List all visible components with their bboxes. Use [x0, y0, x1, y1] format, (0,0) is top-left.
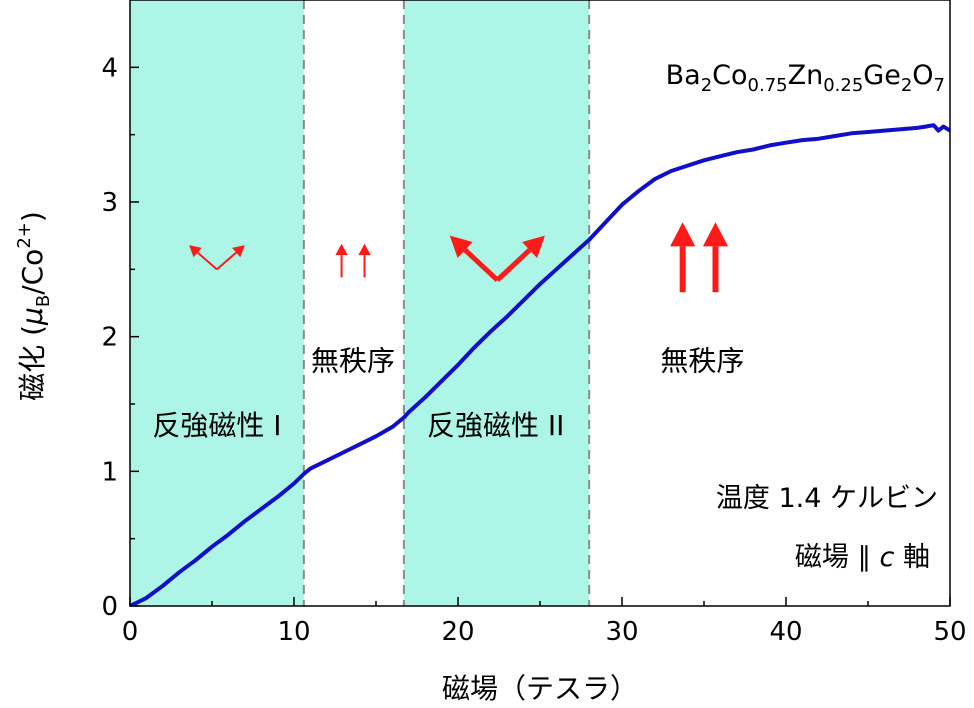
x-tick-label: 50	[933, 617, 966, 647]
y-axis: 0 1 2 3 4	[101, 53, 139, 622]
region-shade-2	[403, 0, 590, 606]
spin-arrow-shaft	[216, 251, 237, 271]
x-tick-label: 10	[277, 617, 310, 647]
x-axis-label: 磁場（テスラ）	[442, 672, 638, 705]
y-tick-label: 0	[101, 592, 118, 622]
spin-arrow-0	[189, 245, 218, 271]
temperature-label: 温度 1.4 ケルビン	[716, 483, 938, 514]
y-tick-label: 3	[101, 188, 118, 218]
region-shade-0	[130, 0, 304, 606]
compound-formula: Ba2Co0.75Zn0.25Ge2O7	[666, 60, 945, 96]
spin-arrow-4	[449, 235, 500, 282]
x-tick-label: 20	[441, 617, 474, 647]
spin-arrow-6	[670, 222, 696, 293]
y-axis-label: 磁化 (μB/Co2+)	[14, 211, 54, 401]
spin-arrow-head	[232, 245, 245, 258]
spin-arrow-5	[495, 235, 545, 282]
region-label-3: 無秩序	[660, 344, 744, 377]
x-tick-label: 0	[122, 617, 139, 647]
x-tick-label: 30	[605, 617, 638, 647]
spin-arrow-3	[358, 243, 371, 278]
spin-arrow-head	[522, 235, 545, 259]
y-tick-label: 1	[101, 457, 118, 487]
x-axis: 0 10 20 30 40 50	[122, 597, 967, 647]
spin-arrow-7	[702, 222, 729, 293]
spin-arrow-2	[335, 243, 348, 278]
spin-arrow-shaft	[463, 248, 500, 282]
spin-arrow-head	[702, 222, 729, 247]
region-label-1: 無秩序	[311, 344, 395, 377]
phase-regions	[130, 0, 590, 606]
spin-arrow-head	[449, 235, 473, 259]
spin-arrow-1	[216, 245, 245, 271]
field-direction-label: 磁場 ∥ c 軸	[795, 542, 930, 573]
x-tick-label: 40	[769, 617, 802, 647]
spin-arrow-shaft	[196, 251, 218, 271]
y-tick-label: 2	[101, 323, 118, 353]
y-tick-label: 4	[101, 53, 118, 83]
spin-arrow-head	[358, 243, 371, 256]
region-label-2: 反強磁性 II	[427, 409, 564, 442]
spin-arrow-shaft	[495, 248, 532, 282]
spin-arrow-head	[670, 222, 696, 247]
region-label-0: 反強磁性 I	[152, 409, 281, 442]
series-layer	[130, 123, 950, 606]
spin-arrow-head	[335, 243, 348, 256]
phase-boundaries	[302, 0, 591, 606]
spin-arrow-head	[189, 245, 202, 258]
spin-arrows	[189, 222, 729, 293]
series-line-0	[130, 123, 950, 606]
